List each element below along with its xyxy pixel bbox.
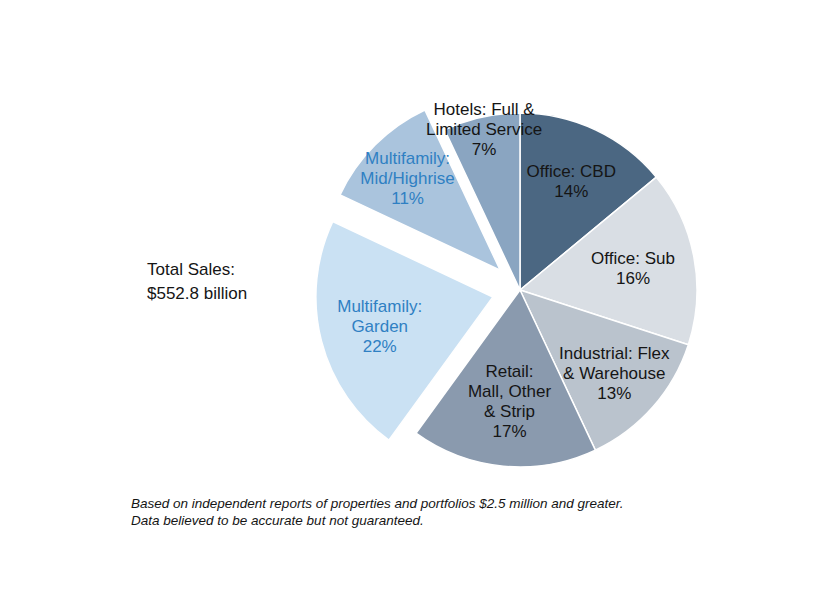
slice-label: Office: CBD: [527, 162, 616, 181]
value-label: 11%: [391, 189, 424, 208]
value-label: 14%: [554, 182, 588, 201]
slice-label: Hotels: Full &Limited Service: [426, 100, 542, 139]
value-label: 7%: [472, 140, 497, 159]
annotation: Total Sales:$552.8 billion: [147, 260, 247, 303]
value-label: 22%: [363, 337, 397, 356]
labels: Office: CBD14% Office: Sub16% Industrial: …: [337, 100, 675, 441]
value-label: 16%: [616, 269, 650, 288]
value-label: 17%: [492, 422, 526, 441]
slice-label: Office: Sub: [591, 249, 675, 268]
slice: [445, 113, 520, 290]
pie-chart: Office: CBD14% Office: Sub16% Industrial: …: [0, 0, 840, 600]
slice-label: Multifamily:Mid/Highrise: [360, 149, 454, 188]
slice-label: Retail:Mall, Other& Strip: [468, 362, 551, 421]
value-label: 13%: [597, 384, 631, 403]
slice-label: Industrial: Flex& Warehouse: [559, 344, 670, 383]
slices: [316, 110, 697, 467]
slice-label: Multifamily:Garden: [337, 297, 422, 336]
chart-container: Office: CBD14% Office: Sub16% Industrial: …: [0, 0, 840, 600]
footnote: Based on independent reports of properti…: [131, 496, 624, 528]
